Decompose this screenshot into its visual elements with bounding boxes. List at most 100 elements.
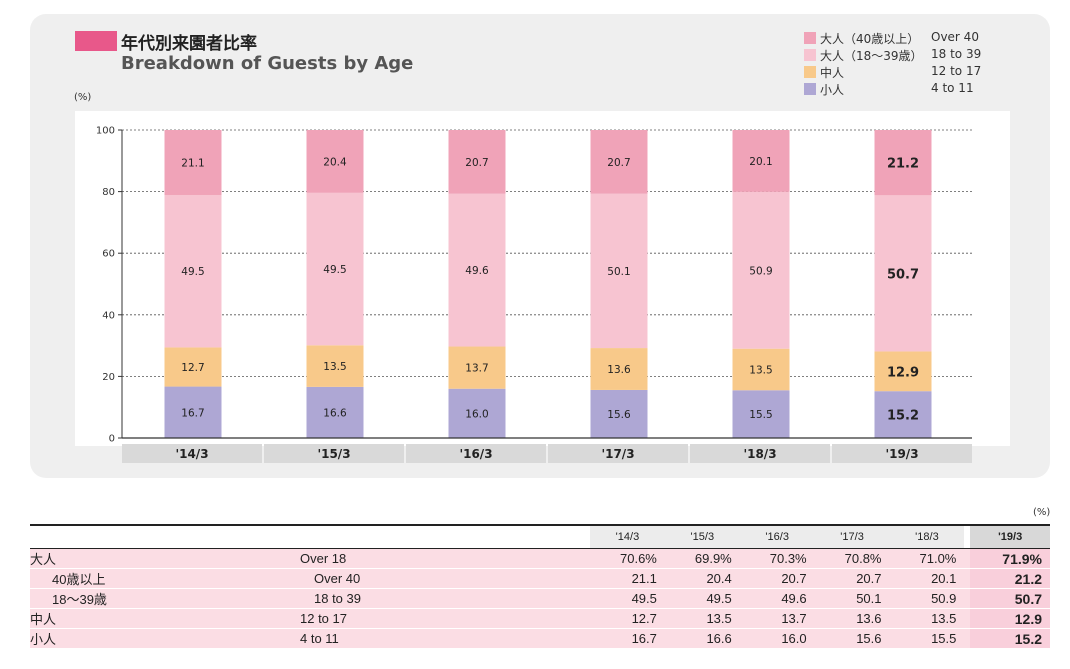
category-label-bg [406,444,546,463]
table-header-blank [300,524,590,549]
data-label: 16.6 [323,407,347,419]
legend-swatch [804,66,816,78]
bar-segment [874,351,932,392]
x-tick-label: '19/3 [885,447,918,461]
table-cell: 16.0 [739,628,815,649]
data-label: 49.5 [323,264,346,276]
data-label: 15.2 [887,409,919,424]
age-breakdown-table: '14/3 '15/3 '16/3 '17/3 '18/3 '19/3 大人 O… [30,524,1050,649]
table-cell: 13.5 [664,608,740,629]
legend-swatch [804,32,816,44]
y-tick-label: 0 [109,434,115,445]
category-label-bg [122,444,262,463]
bar-segment [590,130,648,194]
stacked-bar-chart: 0 20 40 60 80 100 16.7 12.7 49.5 21.1 16.6 13.5 49.5… [75,111,1010,463]
bar-segment [164,130,222,195]
bar-segment [874,195,932,352]
legend-label-en: Over 40 [931,30,979,44]
y-tick-label: 20 [102,372,115,383]
data-label: 49.5 [181,266,204,278]
data-label: 13.7 [465,363,488,375]
table-cell-highlight: 21.2 [970,568,1050,589]
legend: 大人（40歳以上） Over 40 大人（18〜39歳） 18 to 39 中人… [804,30,1044,98]
table-spacer-cell [964,628,971,649]
table-cell: 49.6 [739,588,815,609]
x-tick-label: '18/3 [743,447,776,461]
table-header-year: '18/3 [889,524,965,549]
y-tick-label: 80 [102,187,115,198]
table-spacer-cell [964,548,971,569]
legend-label-en: 18 to 39 [931,47,982,61]
legend-item-4-11: 小人 4 to 11 [804,81,1044,98]
data-label: 12.7 [181,362,204,374]
legend-label-jp: 大人（18〜39歳） [820,49,923,63]
table-row-4-11: 小人 4 to 11 16.7 16.6 16.0 15.6 15.5 15.2 [30,628,1050,649]
bar-segment [732,130,790,192]
bar-segment [448,193,506,347]
bar-segment [590,348,648,390]
x-tick-label: '17/3 [601,447,634,461]
bar-segment [306,345,364,387]
table-header-year: '16/3 [739,524,815,549]
table-cell: 20.7 [739,568,815,589]
table-row-12-17: 中人 12 to 17 12.7 13.5 13.7 13.6 13.5 12.… [30,608,1050,629]
table-cell: 50.9 [889,588,965,609]
table-header-year-highlight: '19/3 [970,524,1050,549]
table-row-over-40: 40歳以上 Over 40 21.1 20.4 20.7 20.7 20.1 2… [30,568,1050,589]
table-cell: 15.5 [889,628,965,649]
row-label-jp: 40歳以上 [30,568,300,589]
legend-label-jp: 小人 [820,83,845,97]
legend-label-jp: 大人（40歳以上） [820,32,920,46]
table-row-adult: 大人 Over 18 70.6% 69.9% 70.3% 70.8% 71.0%… [30,548,1050,569]
data-label: 20.7 [607,157,630,169]
table-cell: 16.6 [664,628,740,649]
table-cell: 13.7 [739,608,815,629]
category-label-bg [264,444,404,463]
bar-segment [732,390,790,438]
table-cell: 15.6 [814,628,890,649]
bar-segment [306,130,364,193]
y-tick-label: 40 [102,310,115,321]
table-cell: 71.0% [889,548,965,569]
bar-segment [448,346,506,389]
table-cell: 50.1 [814,588,890,609]
table-header-year: '15/3 [664,524,740,549]
table-spacer-cell [964,608,971,629]
row-label-jp: 小人 [30,628,300,649]
data-label: 20.7 [465,157,488,169]
table-cell-highlight: 15.2 [970,628,1050,649]
row-label-en: 18 to 39 [300,588,590,609]
data-label: 12.9 [887,365,919,380]
table-header-year: '14/3 [590,524,665,549]
bar-segment [164,386,222,438]
table-cell: 20.4 [664,568,740,589]
table-cell: 13.5 [889,608,965,629]
data-label: 15.5 [749,409,772,421]
table-unit: (%) [1033,507,1051,518]
table-spacer-cell [964,568,971,589]
bar-segment [732,348,790,391]
table-cell: 70.8% [814,548,890,569]
legend-swatch [804,49,816,61]
data-label: 21.1 [181,157,204,169]
data-label: 16.7 [181,407,204,419]
bar-segment [448,130,506,194]
bar-segment [448,388,506,438]
x-tick-label: '15/3 [317,447,350,461]
table-header-row: '14/3 '15/3 '16/3 '17/3 '18/3 '19/3 [30,524,1050,549]
table-cell-highlight: 12.9 [970,608,1050,629]
table-cell: 21.1 [590,568,665,589]
table-cell: 20.7 [814,568,890,589]
data-label: 50.7 [887,267,919,282]
y-tick-label: 60 [102,249,115,260]
table-header-blank [30,524,300,549]
plot-area [75,111,1010,446]
chart-title-jp: 年代別来園者比率 [121,34,257,54]
title-accent-bar [75,31,117,51]
legend-item-18-39: 大人（18〜39歳） 18 to 39 [804,47,1044,64]
data-label: 13.6 [607,364,631,376]
data-label: 13.5 [749,364,772,376]
legend-label-en: 12 to 17 [931,64,982,78]
data-label: 13.5 [323,361,346,373]
category-label-bg [690,444,830,463]
